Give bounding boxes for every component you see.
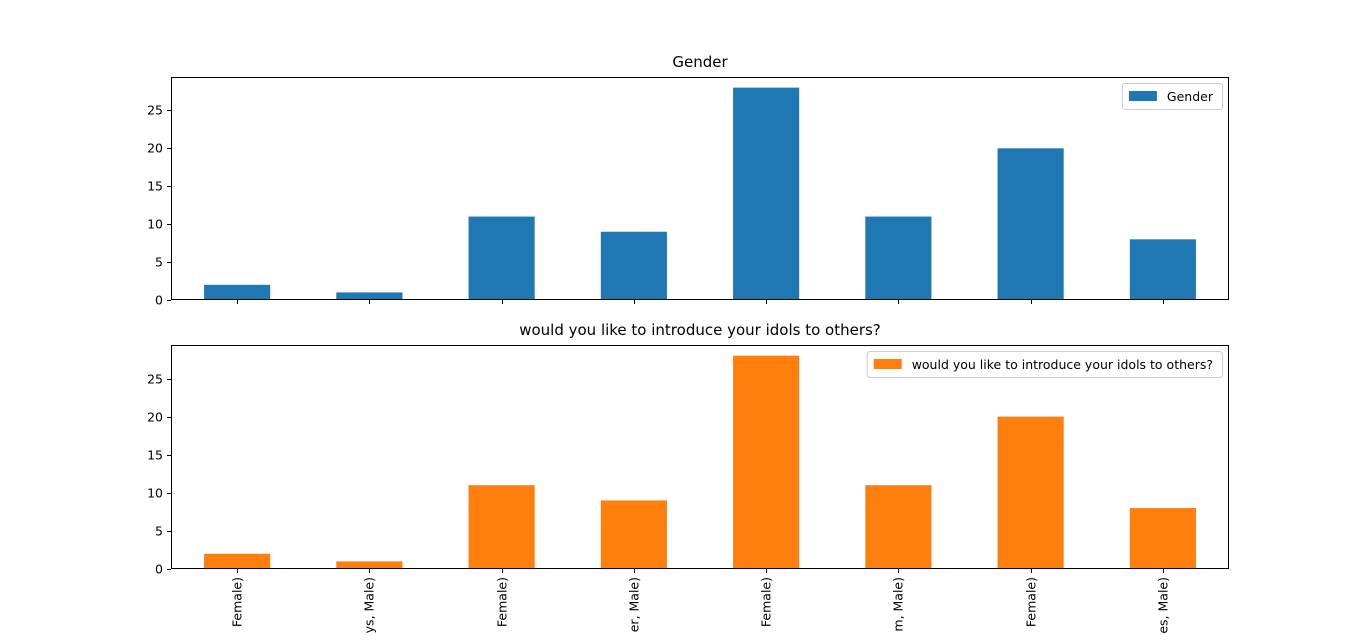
legend-swatch — [1128, 91, 1157, 101]
legend: would you like to introduce your idols t… — [866, 351, 1223, 378]
axes-frame — [171, 345, 1229, 569]
legend-swatch — [873, 359, 902, 369]
x-tick-label: ys, Male) — [362, 577, 377, 633]
chart-title: would you like to introduce your idols t… — [519, 321, 881, 339]
subplot-2: 0 5 10 15 20 25 Female) ys, Male) Female) er, Mal… — [147, 321, 1229, 634]
bar-2-2 — [336, 561, 403, 569]
bar-1-6 — [865, 216, 932, 300]
y-tick-label: 25 — [147, 372, 163, 387]
y-tick-label: 0 — [155, 293, 163, 308]
x-tick-label: Female) — [759, 577, 774, 627]
legend-label: Gender — [1167, 89, 1214, 104]
y-tick-label: 20 — [147, 141, 163, 156]
y-tick-label: 20 — [147, 410, 163, 425]
bar-2-6 — [865, 485, 932, 569]
subplot-1: 0 5 10 15 20 25 Gender Gender — [147, 53, 1229, 308]
legend-box — [866, 351, 1223, 378]
axes-frame — [171, 77, 1229, 300]
bar-1-7 — [997, 148, 1064, 300]
bar-2-7 — [997, 416, 1064, 569]
y-tick-label: 10 — [147, 486, 163, 501]
chart-title: Gender — [672, 53, 728, 71]
y-tick-label: 15 — [147, 179, 163, 194]
bar-2-8 — [1129, 508, 1196, 569]
bar-2-1 — [204, 553, 271, 569]
x-tick-label: es, Male) — [1156, 577, 1171, 634]
x-tick-label: Female) — [1024, 577, 1039, 627]
x-tick-label: er, Male) — [627, 577, 642, 632]
legend: Gender — [1121, 83, 1223, 110]
y-tick-label: 0 — [155, 562, 163, 577]
y-tick-label: 15 — [147, 448, 163, 463]
bar-1-3 — [468, 216, 535, 300]
bar-1-2 — [336, 292, 403, 300]
bar-2-5 — [733, 355, 800, 569]
y-tick-label: 10 — [147, 217, 163, 232]
y-tick-label: 5 — [155, 255, 163, 270]
bar-2-3 — [468, 485, 535, 569]
x-tick-label: Female) — [495, 577, 510, 627]
bar-1-5 — [733, 87, 800, 300]
bar-2-4 — [600, 500, 667, 569]
legend-label: would you like to introduce your idols t… — [912, 357, 1213, 372]
x-tick-label: Female) — [230, 577, 245, 627]
y-tick-label: 5 — [155, 524, 163, 539]
bar-1-4 — [600, 231, 667, 300]
legend-box — [1121, 83, 1223, 110]
x-tick-label: m, Male) — [891, 577, 906, 632]
bar-1-1 — [204, 284, 271, 300]
bar-1-8 — [1129, 239, 1196, 300]
y-tick-label: 25 — [147, 103, 163, 118]
